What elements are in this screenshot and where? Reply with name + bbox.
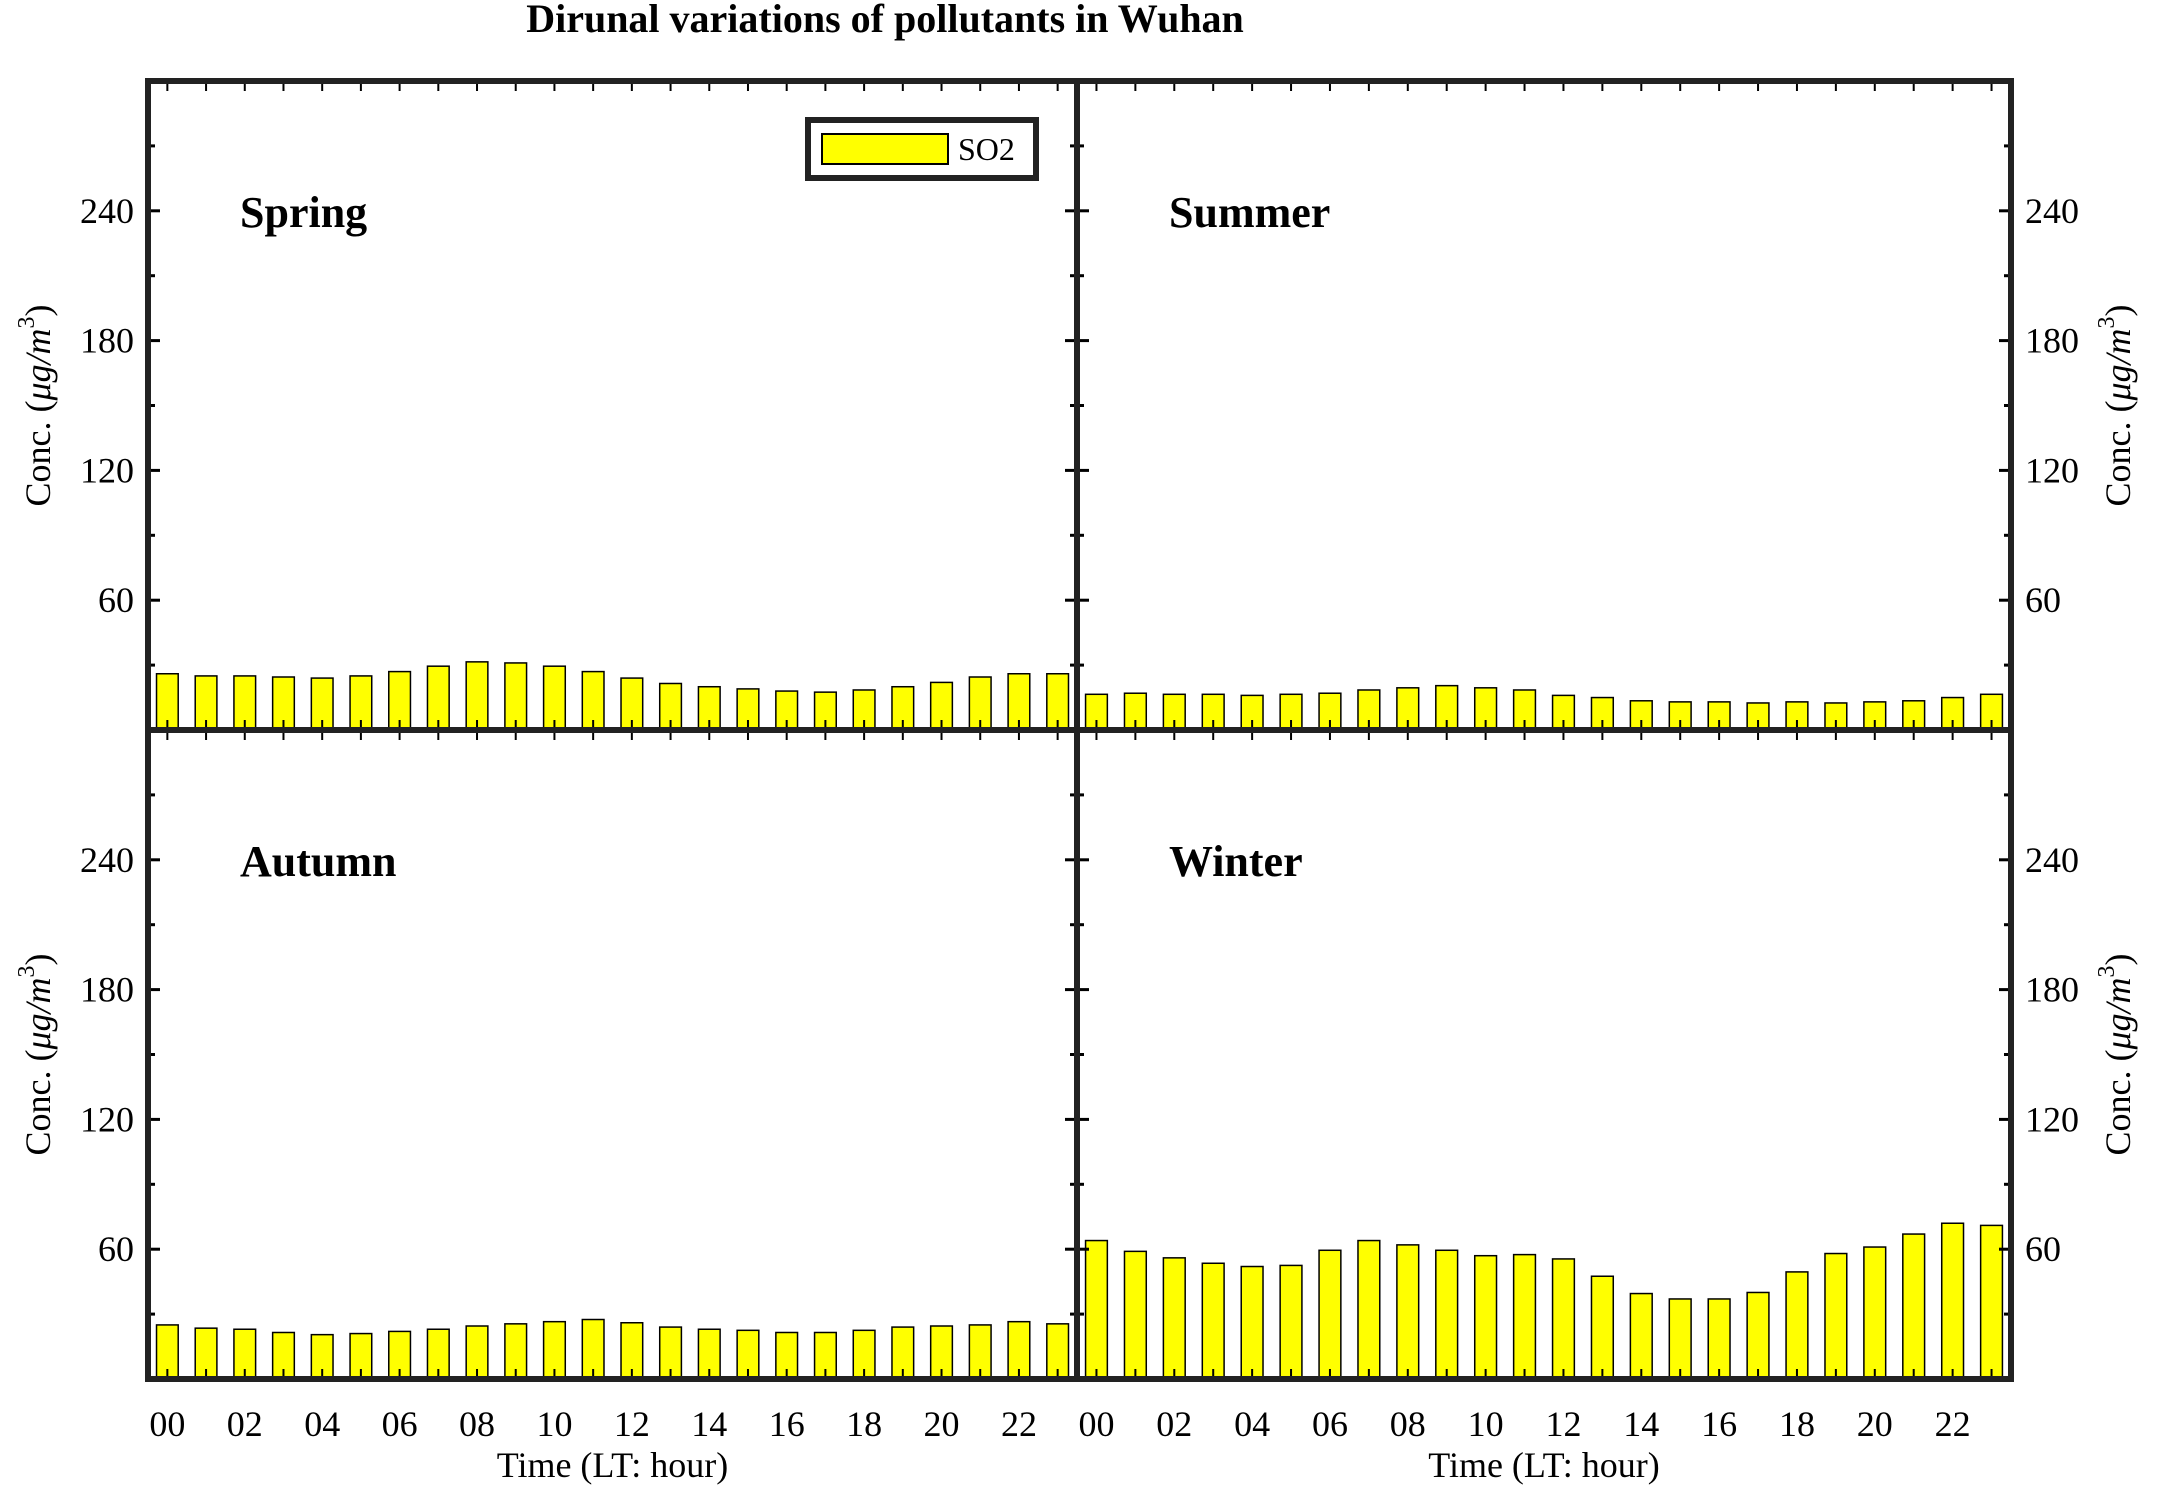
y-axis-label: Conc. (μg/m3): [2094, 953, 2138, 1155]
x-tick-label: 02: [227, 1404, 263, 1444]
y-axis-label: Conc. (μg/m3): [14, 953, 58, 1155]
x-tick-label: 04: [1234, 1404, 1270, 1444]
y-tick-label: 120: [2025, 450, 2079, 490]
x-tick-label: 22: [1001, 1404, 1037, 1444]
bar-winter-8: [1396, 1244, 1420, 1380]
y-tick-label: 120: [80, 450, 134, 490]
bar-winter-20: [1863, 1246, 1887, 1380]
x-tick-label: 00: [1078, 1404, 1114, 1444]
season-label: Autumn: [240, 837, 397, 886]
x-tick-label: 10: [536, 1404, 572, 1444]
bar-winter-21: [1902, 1233, 1926, 1380]
bar-winter-5: [1279, 1264, 1303, 1380]
x-tick-label: 18: [846, 1404, 882, 1444]
x-tick-label: 04: [304, 1404, 340, 1444]
x-tick-label: 20: [1857, 1404, 1893, 1444]
panel-spring: 60 120 180 240 Spring Conc. (μg/m3): [14, 81, 1077, 731]
y-tick-label: 120: [2025, 1099, 2079, 1139]
bar-winter-10: [1473, 1254, 1498, 1380]
legend: SO2: [805, 117, 1039, 181]
x-tick-label: 22: [1935, 1404, 1971, 1444]
panel-winter: 60 120 180 240 Winter Conc. (μg/m3) 00 02 04 06 08…: [1077, 730, 2138, 1485]
bar-winter-16: [1707, 1298, 1731, 1380]
bar-winter-3: [1201, 1262, 1225, 1380]
x-tick-label: 16: [769, 1404, 805, 1444]
bar-winter-22: [1940, 1222, 1965, 1380]
panel-summer: 60 120 180 240 Summer Conc. (μg/m3): [1077, 81, 2138, 731]
y-tick-label: 180: [2025, 970, 2079, 1010]
y-tick-label: 180: [2025, 321, 2079, 361]
bar-winter-15: [1668, 1298, 1692, 1380]
chart-title: Dirunal variations of pollutants in Wuha…: [526, 0, 1244, 41]
x-tick-label: 06: [1312, 1404, 1348, 1444]
y-tick-label: 180: [80, 321, 134, 361]
y-tick-label: 240: [2025, 840, 2079, 880]
x-tick-label: 14: [1623, 1404, 1659, 1444]
legend-swatch: [821, 133, 949, 165]
bar-winter-2: [1162, 1257, 1186, 1380]
x-tick-label: 16: [1701, 1404, 1737, 1444]
legend-label: SO2: [958, 131, 1015, 167]
x-tick-label: 08: [459, 1404, 495, 1444]
x-tick-label: 02: [1156, 1404, 1192, 1444]
y-tick-label: 240: [80, 191, 134, 231]
bar-winter-0: [1084, 1239, 1109, 1380]
y-axis-label: Conc. (μg/m3): [14, 304, 58, 506]
x-tick-label: 08: [1390, 1404, 1426, 1444]
y-tick-label: 240: [80, 840, 134, 880]
panel-frames: [145, 78, 2014, 1382]
bar-winter-4: [1240, 1265, 1264, 1380]
season-label: Winter: [1169, 837, 1303, 886]
bar-winter-18: [1785, 1271, 1809, 1380]
bar-winter-7: [1357, 1239, 1381, 1380]
y-tick-label: 60: [2025, 1229, 2061, 1269]
y-axis-label: Conc. (μg/m3): [2094, 304, 2138, 506]
bar-winter-17: [1746, 1291, 1770, 1380]
x-tick-label: 18: [1779, 1404, 1815, 1444]
x-tick-label: 14: [691, 1404, 727, 1444]
panel-autumn: 60 120 180 240 Autumn Conc. (μg/m3) 00 02 04 06 08…: [14, 730, 1077, 1485]
bar-spring-9: [504, 662, 528, 731]
bar-winter-6: [1318, 1249, 1342, 1380]
y-tick-label: 60: [2025, 580, 2061, 620]
y-tick-label: 60: [98, 580, 134, 620]
bar-winter-12: [1551, 1258, 1576, 1380]
y-tick-label: 60: [98, 1229, 134, 1269]
x-tick-label: 12: [1545, 1404, 1581, 1444]
bar-winter-19: [1824, 1252, 1848, 1380]
x-tick-label: 10: [1468, 1404, 1504, 1444]
x-tick-label: 00: [149, 1404, 185, 1444]
x-tick-label: 20: [924, 1404, 960, 1444]
bar-winter-13: [1590, 1275, 1615, 1380]
x-tick-label: 12: [614, 1404, 650, 1444]
bar-winter-1: [1123, 1250, 1148, 1380]
bar-spring-8: [465, 661, 489, 731]
plot-area: 60 120 180 240 Spring Conc. (μg/m3) 60 120 180 24…: [14, 78, 2138, 1485]
season-label: Summer: [1169, 188, 1330, 237]
y-tick-label: 240: [2025, 191, 2079, 231]
x-axis-label: Time (LT: hour): [1428, 1445, 1660, 1485]
x-tick-label: 06: [382, 1404, 418, 1444]
y-tick-label: 180: [80, 970, 134, 1010]
bar-winter-14: [1629, 1292, 1653, 1380]
y-tick-label: 120: [80, 1099, 134, 1139]
bar-winter-9: [1435, 1249, 1459, 1380]
bar-winter-11: [1512, 1253, 1537, 1380]
season-label: Spring: [240, 188, 367, 237]
x-axis-label: Time (LT: hour): [497, 1445, 729, 1485]
